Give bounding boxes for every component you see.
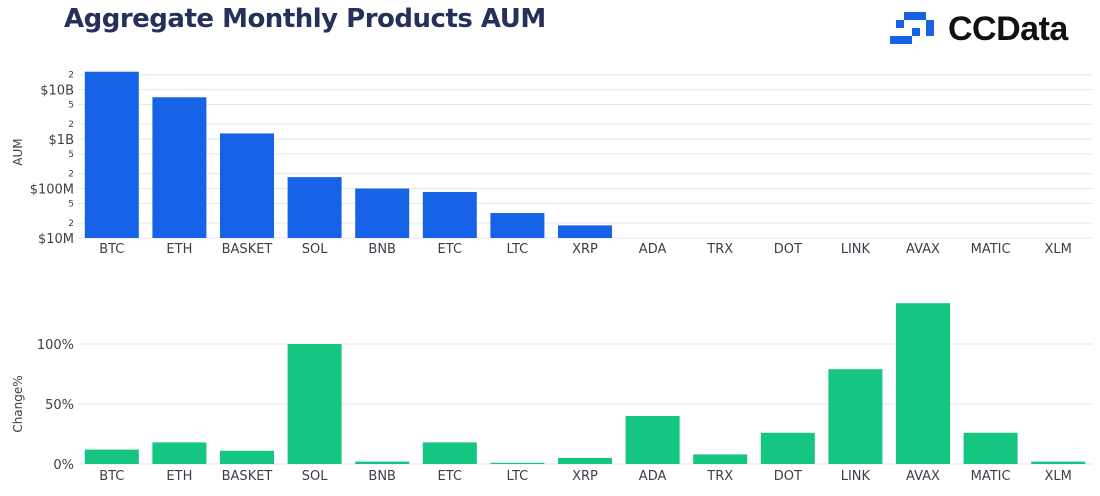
aum-major-tick-label: $10M <box>38 232 74 247</box>
aum-bar-eth <box>152 97 207 238</box>
aum-category-label: XRP <box>572 242 598 257</box>
change-category-label: SOL <box>302 469 328 484</box>
aum-bar-etc <box>422 192 477 238</box>
aum-category-label: MATIC <box>971 242 1011 257</box>
aum-category-label: BNB <box>368 242 396 257</box>
aum-category-label: BTC <box>99 242 124 257</box>
aum-category-label: LTC <box>507 242 529 257</box>
aum-bar-sol <box>287 177 342 238</box>
aum-category-label: ETC <box>438 242 462 257</box>
change-bar-link <box>828 369 883 464</box>
change-bar-matic <box>963 432 1018 464</box>
change-tick-label: 0% <box>53 458 74 473</box>
change-bar-xlm <box>1031 461 1086 464</box>
change-bar-etc <box>422 442 477 464</box>
change-tick-label: 100% <box>37 338 74 353</box>
aum-major-tick-label: $1B <box>49 133 74 148</box>
aum-category-label: XLM <box>1045 242 1072 257</box>
change-category-label: TRX <box>706 469 733 484</box>
change-tick-label: 50% <box>45 398 74 413</box>
change-category-label: LINK <box>841 469 871 484</box>
change-bar-sol <box>287 344 342 464</box>
change-category-label: LTC <box>507 469 529 484</box>
ccdata-logo: CCData <box>890 10 1100 50</box>
aum-category-label: AVAX <box>906 242 940 257</box>
aum-minor-tick-label: 5 <box>68 100 74 110</box>
change-category-label: ADA <box>639 469 667 484</box>
change-bar-trx <box>693 454 748 464</box>
aum-bar-ltc <box>490 213 545 238</box>
change-bar-ltc <box>490 462 545 464</box>
chart-title: Aggregate Monthly Products AUM <box>64 4 546 34</box>
aum-minor-tick-label: 5 <box>68 199 74 209</box>
aum-minor-tick-label: 2 <box>68 120 74 130</box>
aum-category-label: TRX <box>706 242 733 257</box>
aum-category-label: DOT <box>774 242 802 257</box>
change-category-label: MATIC <box>971 469 1011 484</box>
aum-bar-btc <box>84 71 139 239</box>
change-category-label: XLM <box>1045 469 1072 484</box>
ccdata-logo-icon <box>890 12 934 44</box>
aum-minor-tick-label: 2 <box>68 71 74 81</box>
aum-minor-tick-label: 5 <box>68 150 74 160</box>
change-category-label: XRP <box>572 469 598 484</box>
aum-bar-basket <box>220 133 274 238</box>
change-category-label: BASKET <box>222 469 273 484</box>
change-category-label: AVAX <box>906 469 940 484</box>
change-bar-bnb <box>355 461 410 464</box>
aum-category-label: SOL <box>302 242 328 257</box>
change-category-label: DOT <box>774 469 802 484</box>
aum-bar-bnb <box>355 188 410 238</box>
change-bar-dot <box>760 432 815 464</box>
change-axis-label: Change% <box>11 375 25 432</box>
change-bar-basket <box>220 450 274 464</box>
aum-bar-xrp <box>558 225 612 238</box>
change-category-label: ETC <box>438 469 462 484</box>
change-bar-btc <box>84 449 139 464</box>
change-bar-xrp <box>558 458 612 464</box>
aum-category-label: ETH <box>166 242 192 257</box>
logo-text: CCData <box>948 10 1068 48</box>
change-category-label: ETH <box>166 469 192 484</box>
change-bar-avax <box>896 303 950 464</box>
aum-category-label: ADA <box>639 242 667 257</box>
change-bar-ada <box>625 416 680 464</box>
aum-axis-label: AUM <box>11 138 25 165</box>
aum-minor-tick-label: 2 <box>68 219 74 229</box>
aum-major-tick-label: $100M <box>30 183 74 198</box>
aum-category-label: LINK <box>841 242 871 257</box>
change-category-label: BTC <box>99 469 124 484</box>
aum-category-label: BASKET <box>222 242 273 257</box>
aum-major-tick-label: $10B <box>40 84 74 99</box>
change-category-label: BNB <box>368 469 396 484</box>
change-bar-eth <box>152 442 207 464</box>
aum-minor-tick-label: 2 <box>68 170 74 180</box>
